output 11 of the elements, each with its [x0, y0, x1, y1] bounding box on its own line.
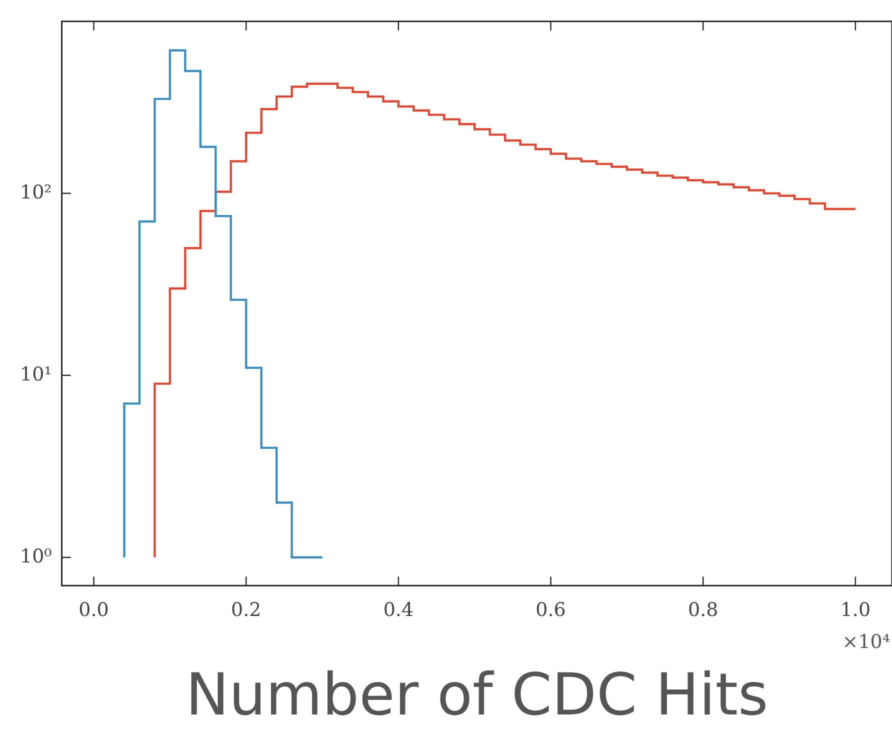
text: ×10⁴	[842, 631, 890, 654]
y-tick-label: 10¹	[20, 363, 52, 386]
y-tick-label: 10⁰	[20, 545, 52, 568]
x-tick-label: 0.8	[688, 598, 718, 621]
x-tick-label: 1.0	[840, 598, 871, 621]
x-tick-label: 0.6	[536, 598, 566, 621]
x-tick-label: 0.2	[231, 598, 262, 621]
x-axis-title: Number of CDC Hits	[186, 660, 768, 728]
y-tick-label: 10²	[20, 181, 52, 204]
x-tick-label: 0.4	[383, 598, 414, 621]
x-tick-label: 0.0	[78, 598, 109, 621]
